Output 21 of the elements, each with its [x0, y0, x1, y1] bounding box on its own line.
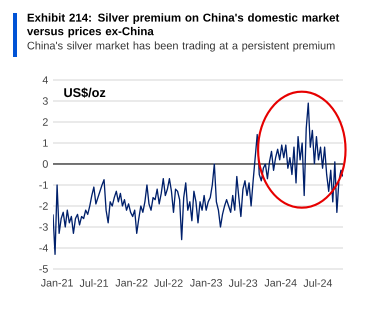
chart-title: Exhibit 214: Silver premium on China's domestic market versus prices ex-China: [26, 13, 340, 38]
y-tick-label: -2: [39, 202, 48, 210]
y-tick-label: 0: [42, 160, 48, 168]
y-tick-label: 4: [42, 76, 48, 84]
x-tick-label: Jan-22: [115, 279, 148, 287]
x-tick-label: Jul-21: [80, 279, 108, 287]
y-tick-label: 3: [42, 97, 48, 105]
x-tick-label: Jan-24: [264, 279, 297, 287]
y-axis-title: US$/oz: [64, 88, 106, 98]
x-tick-label: Jul-24: [304, 279, 332, 287]
y-tick-label: 2: [42, 118, 48, 126]
y-tick-label: -4: [39, 244, 48, 252]
chart-subtitle: China's silver market has been trading at a persistent premium: [28, 41, 334, 52]
y-tick-label: -1: [39, 181, 48, 189]
x-tick-label: Jul-23: [228, 279, 258, 287]
y-tick-label: -5: [39, 265, 48, 273]
y-tick-label: 1: [43, 139, 48, 147]
y-tick-label: -3: [39, 223, 48, 231]
x-tick-label: Jan-21: [40, 279, 73, 287]
x-tick-label: Jul-22: [154, 279, 183, 287]
x-tick-label: Jan-23: [190, 279, 222, 287]
